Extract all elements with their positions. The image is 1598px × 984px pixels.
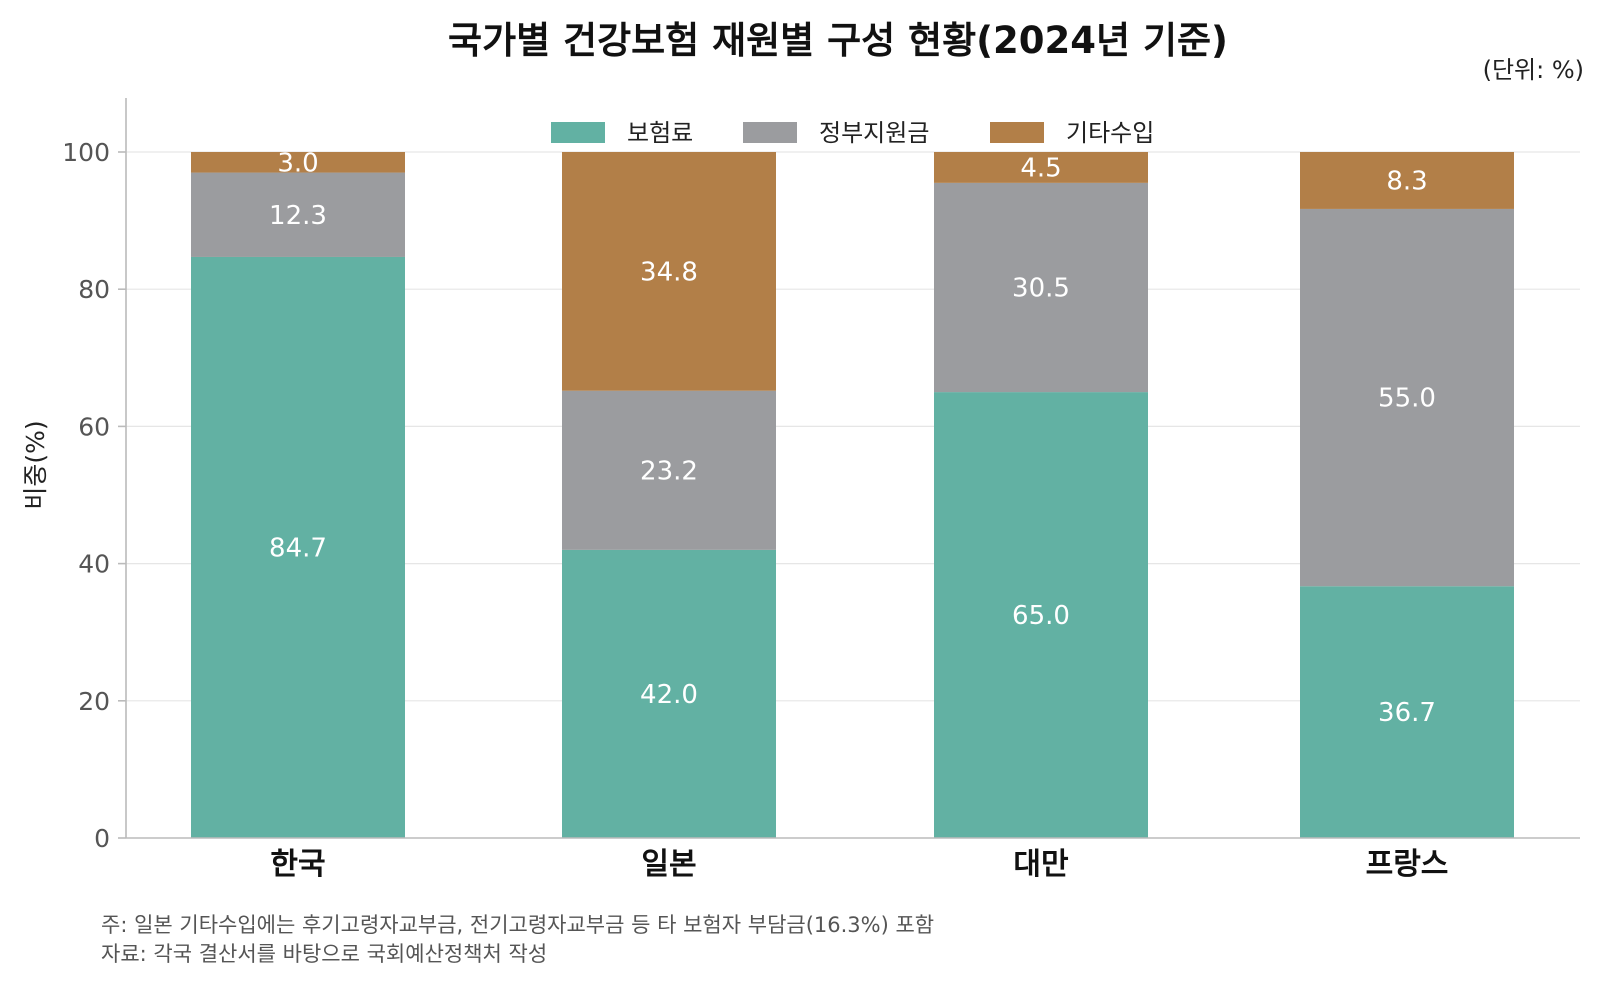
legend: 보험료 정부지원금 기타수입 [551, 119, 1154, 147]
data-labels: 84.7 12.3 3.0 42.0 23.2 34.8 65.0 30.5 4.5 36.7 55… [269, 148, 1436, 728]
y-axis-label: 비중(%) [21, 420, 50, 509]
x-tick-labels: 한국 일본 대만 프랑스 [270, 847, 1448, 882]
chart-title: 국가별 건강보험 재원별 구성 현황(2024년 기준) [448, 19, 1228, 62]
bar-segment [934, 182, 1148, 393]
data-label: 36.7 [1378, 698, 1436, 728]
data-label: 30.5 [1012, 273, 1070, 303]
bar-segment [191, 172, 405, 257]
data-label: 23.2 [640, 456, 698, 486]
data-label: 84.7 [269, 533, 327, 563]
data-label: 65.0 [1012, 601, 1070, 631]
x-tick-label: 프랑스 [1366, 847, 1449, 882]
y-tick-label: 100 [62, 138, 110, 167]
data-label: 34.8 [640, 257, 698, 287]
bar-segment [934, 392, 1148, 838]
bar-segment [934, 152, 1148, 183]
x-tick-label: 대만 [1013, 847, 1069, 882]
bar-segment [191, 152, 405, 173]
bar-segment [191, 256, 405, 838]
y-tick-label: 20 [78, 687, 110, 716]
bars [191, 152, 1514, 838]
y-tick-label: 60 [78, 412, 110, 441]
data-label: 55.0 [1378, 384, 1436, 414]
y-tick-label: 40 [78, 550, 110, 579]
bar-segment [1300, 586, 1514, 838]
legend-label: 기타수입 [1066, 119, 1154, 147]
bar-segment [562, 549, 776, 838]
bar-segment [562, 390, 776, 550]
y-tick-labels: 0 20 40 60 80 100 [62, 138, 126, 853]
bar-segment [1300, 208, 1514, 587]
x-tick-label: 일본 [641, 847, 696, 882]
bar-segment [1300, 152, 1514, 209]
data-label: 42.0 [640, 680, 698, 710]
legend-swatch [990, 122, 1044, 143]
data-label: 4.5 [1020, 153, 1061, 183]
legend-swatch [551, 122, 605, 143]
footnote-note: 주: 일본 기타수입에는 후기고령자교부금, 전기고령자교부금 등 타 보험자 … [101, 913, 934, 937]
y-tick-label: 80 [78, 275, 110, 304]
y-tick-label: 0 [94, 824, 110, 853]
bar-segment [562, 152, 776, 391]
x-tick-label: 한국 [270, 847, 325, 882]
legend-label: 보험료 [627, 119, 693, 147]
data-label: 8.3 [1386, 166, 1427, 196]
footnote-source: 자료: 각국 결산서를 바탕으로 국회예산정책처 작성 [101, 942, 547, 966]
unit-label: (단위: %) [1483, 56, 1584, 84]
legend-label: 정부지원금 [819, 119, 929, 147]
data-label: 12.3 [269, 201, 327, 231]
data-label: 3.0 [277, 148, 318, 178]
legend-swatch [743, 122, 797, 143]
